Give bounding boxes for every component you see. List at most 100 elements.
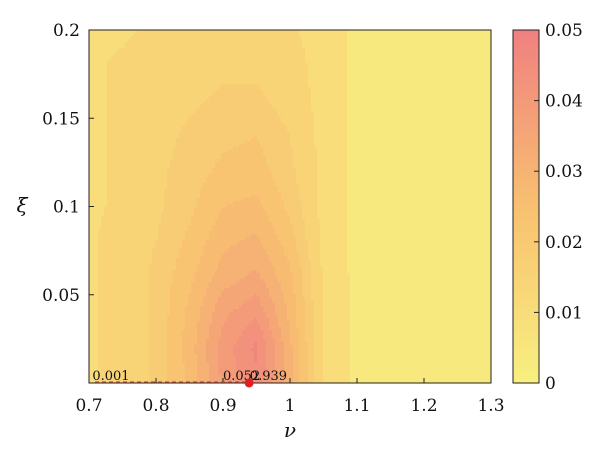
heatmap-cell <box>149 90 153 94</box>
heatmap-cell <box>182 102 186 106</box>
heatmap-cell <box>329 48 333 52</box>
heatmap-cell <box>224 33 228 37</box>
heatmap-cell <box>95 90 99 94</box>
heatmap-cell <box>212 87 216 91</box>
heatmap-cell <box>131 90 135 94</box>
heatmap-cell <box>338 96 342 100</box>
heatmap-cell <box>146 54 150 58</box>
heatmap-cell <box>467 84 471 88</box>
heatmap-cell <box>95 93 99 97</box>
heatmap-cell <box>356 45 360 49</box>
heatmap-cell <box>125 45 129 49</box>
heatmap-cell <box>299 102 303 106</box>
heatmap-cell <box>476 105 480 109</box>
heatmap-cell <box>359 36 363 40</box>
heatmap-cell <box>383 90 387 94</box>
heatmap-cell <box>89 66 93 70</box>
heatmap-cell <box>371 84 375 88</box>
heatmap-cell <box>263 48 267 52</box>
heatmap-cell <box>107 36 111 40</box>
heatmap-cell <box>248 42 252 46</box>
heatmap-cell <box>278 75 282 79</box>
heatmap-cell <box>128 117 132 121</box>
heatmap-cell <box>446 57 450 61</box>
heatmap-cell <box>224 45 228 49</box>
heatmap-cell <box>101 39 105 43</box>
heatmap-cell <box>296 63 300 67</box>
heatmap-cell <box>284 87 288 91</box>
heatmap-cell <box>314 30 318 34</box>
heatmap-cell <box>176 90 180 94</box>
heatmap-cell <box>185 84 189 88</box>
heatmap-cell <box>413 39 417 43</box>
heatmap-cell <box>488 42 491 46</box>
heatmap-cell <box>461 111 465 115</box>
heatmap-cell <box>119 117 123 121</box>
heatmap-cell <box>449 93 453 97</box>
heatmap-cell <box>368 30 372 34</box>
heatmap-cell <box>260 54 264 58</box>
heatmap-cell <box>143 33 147 37</box>
heatmap-cell <box>272 66 276 70</box>
heatmap-cell <box>320 84 324 88</box>
heatmap-cell <box>239 66 243 70</box>
heatmap-cell <box>101 93 105 97</box>
heatmap-cell <box>434 45 438 49</box>
heatmap-cell <box>449 84 453 88</box>
heatmap-cell <box>461 42 465 46</box>
heatmap-cell <box>212 78 216 82</box>
heatmap-cell <box>437 111 441 115</box>
heatmap-cell <box>293 111 297 115</box>
heatmap-cell <box>380 87 384 91</box>
heatmap-cell <box>233 39 237 43</box>
heatmap-cell <box>482 48 486 52</box>
heatmap-cell <box>419 57 423 61</box>
heatmap-cell <box>194 54 198 58</box>
heatmap-cell <box>371 114 375 118</box>
heatmap-cell <box>422 75 426 79</box>
heatmap-cell <box>167 66 171 70</box>
heatmap-cell <box>227 87 231 91</box>
heatmap-cell <box>377 87 381 91</box>
heatmap-cell <box>323 33 327 37</box>
heatmap-cell <box>263 114 267 118</box>
heatmap-cell <box>275 84 279 88</box>
heatmap-cell <box>467 36 471 40</box>
heatmap-cell <box>161 63 165 67</box>
heatmap-cell <box>365 66 369 70</box>
heatmap-cell <box>146 93 150 97</box>
heatmap-cell <box>416 48 420 52</box>
heatmap-cell <box>248 69 252 73</box>
heatmap-cell <box>152 84 156 88</box>
heatmap-cell <box>452 105 456 109</box>
heatmap-cell <box>257 72 261 76</box>
heatmap-cell <box>107 45 111 49</box>
heatmap-cell <box>110 96 114 100</box>
heatmap-cell <box>260 57 264 61</box>
heatmap-cell <box>128 57 132 61</box>
heatmap-cell <box>290 108 294 112</box>
heatmap-cell <box>143 105 147 109</box>
heatmap-cell <box>347 81 351 85</box>
heatmap-cell <box>389 54 393 58</box>
heatmap-cell <box>443 39 447 43</box>
heatmap-cell <box>275 45 279 49</box>
heatmap-cell <box>110 90 114 94</box>
heatmap-cell <box>293 108 297 112</box>
heatmap-cell <box>137 90 141 94</box>
heatmap-cell <box>362 93 366 97</box>
heatmap-cell <box>290 48 294 52</box>
heatmap-cell <box>488 57 491 61</box>
heatmap-cell <box>149 42 153 46</box>
heatmap-cell <box>140 93 144 97</box>
heatmap-cell <box>209 108 213 112</box>
heatmap-cell <box>458 39 462 43</box>
heatmap-cell <box>140 114 144 118</box>
heatmap-cell <box>215 48 219 52</box>
heatmap-cell <box>368 105 372 109</box>
heatmap-cell <box>296 33 300 37</box>
heatmap-cell <box>257 78 261 82</box>
heatmap-cell <box>92 66 96 70</box>
heatmap-cell <box>212 33 216 37</box>
heatmap-cell <box>152 102 156 106</box>
